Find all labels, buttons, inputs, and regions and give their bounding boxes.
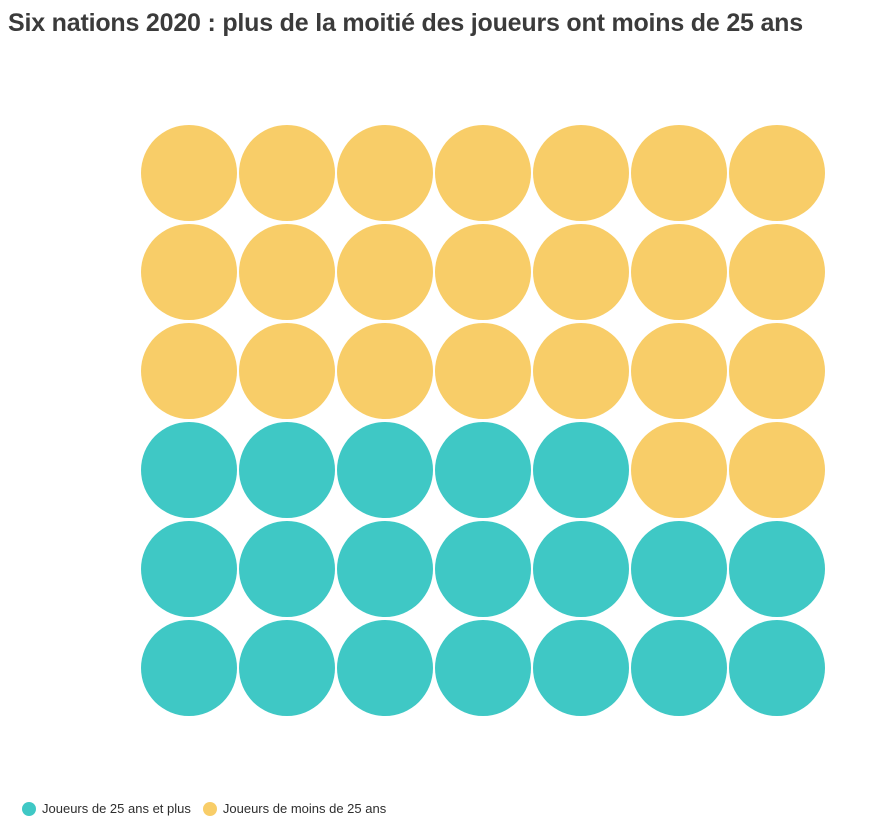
waffle-unit-under25	[729, 224, 825, 320]
waffle-unit-over25	[337, 620, 433, 716]
waffle-unit-over25	[239, 422, 335, 518]
waffle-unit-under25	[631, 422, 727, 518]
waffle-unit-under25	[239, 125, 335, 221]
waffle-unit-under25	[141, 323, 237, 419]
waffle-unit-under25	[533, 323, 629, 419]
legend-label-over25: Joueurs de 25 ans et plus	[42, 801, 191, 816]
waffle-unit-under25	[435, 125, 531, 221]
waffle-unit-under25	[337, 125, 433, 221]
legend-item-under25: Joueurs de moins de 25 ans	[202, 801, 387, 816]
waffle-unit-over25	[435, 521, 531, 617]
waffle-unit-over25	[729, 521, 825, 617]
chart-title: Six nations 2020 : plus de la moitié des…	[8, 9, 803, 37]
legend-item-over25: Joueurs de 25 ans et plus	[22, 801, 191, 816]
waffle-unit-under25	[631, 323, 727, 419]
waffle-unit-over25	[435, 620, 531, 716]
waffle-unit-under25	[141, 125, 237, 221]
waffle-unit-over25	[729, 620, 825, 716]
waffle-unit-under25	[729, 323, 825, 419]
waffle-unit-over25	[435, 422, 531, 518]
waffle-unit-over25	[533, 620, 629, 716]
waffle-unit-over25	[533, 422, 629, 518]
chart-legend: Joueurs de 25 ans et plus Joueurs de moi…	[22, 801, 386, 816]
waffle-unit-over25	[533, 521, 629, 617]
waffle-unit-under25	[337, 323, 433, 419]
waffle-unit-under25	[337, 224, 433, 320]
waffle-unit-over25	[631, 521, 727, 617]
waffle-unit-under25	[631, 224, 727, 320]
legend-swatch-over25-icon	[22, 801, 36, 816]
waffle-unit-under25	[435, 323, 531, 419]
waffle-unit-under25	[729, 422, 825, 518]
waffle-unit-over25	[141, 422, 237, 518]
waffle-unit-over25	[141, 620, 237, 716]
waffle-unit-under25	[141, 224, 237, 320]
waffle-unit-over25	[337, 422, 433, 518]
waffle-unit-under25	[533, 125, 629, 221]
waffle-unit-under25	[239, 323, 335, 419]
waffle-unit-under25	[729, 125, 825, 221]
waffle-unit-under25	[435, 224, 531, 320]
legend-label-under25: Joueurs de moins de 25 ans	[222, 801, 387, 816]
waffle-unit-under25	[631, 125, 727, 221]
waffle-unit-over25	[239, 620, 335, 716]
waffle-unit-over25	[141, 521, 237, 617]
waffle-unit-under25	[239, 224, 335, 320]
waffle-unit-over25	[631, 620, 727, 716]
waffle-unit-under25	[533, 224, 629, 320]
waffle-unit-over25	[239, 521, 335, 617]
legend-swatch-under25-icon	[202, 801, 217, 816]
waffle-chart	[141, 125, 825, 716]
waffle-unit-over25	[337, 521, 433, 617]
